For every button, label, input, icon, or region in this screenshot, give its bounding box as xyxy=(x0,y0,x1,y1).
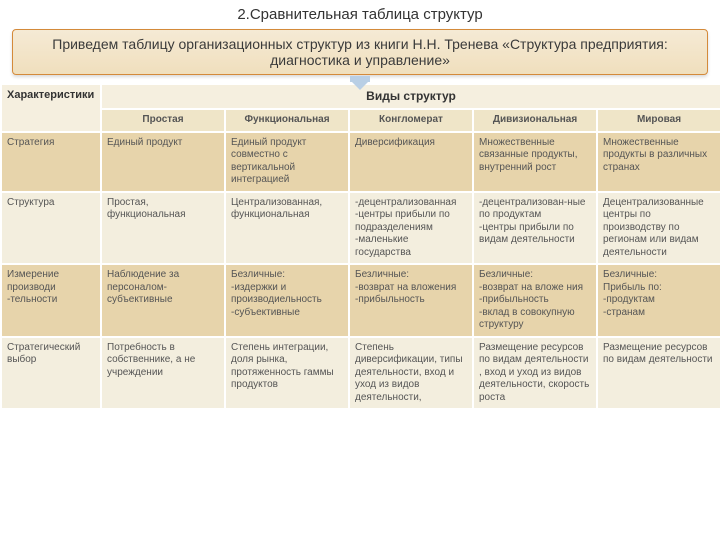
cell: Единый продукт совместно с вертикальной … xyxy=(225,132,349,192)
row-label: Измерение производи -тельности xyxy=(1,264,101,337)
cell: Централизованная, функциональная xyxy=(225,192,349,265)
col-4: Мировая xyxy=(597,109,720,132)
table-row: Структура Простая, функциональная Центра… xyxy=(1,192,720,265)
quote-text: Приведем таблицу организационных структу… xyxy=(52,36,668,68)
cell: Степень диверсификации, типы деятельност… xyxy=(349,337,473,410)
cell: Степень интеграции, доля рынка, протяжен… xyxy=(225,337,349,410)
cell: Единый продукт xyxy=(101,132,225,192)
cell: Безличные:-возврат на вложе ния-прибыльн… xyxy=(473,264,597,337)
cell: Множественные продукты в различных стран… xyxy=(597,132,720,192)
cell: Наблюдение за персоналом-субъективные xyxy=(101,264,225,337)
cell: Безличные:-издержки и производиельность-… xyxy=(225,264,349,337)
col-3: Дивизиональная xyxy=(473,109,597,132)
quote-box: Приведем таблицу организационных структу… xyxy=(12,29,708,75)
col-2: Конгломерат xyxy=(349,109,473,132)
header-characteristics: Характеристики xyxy=(1,84,101,132)
col-1: Функциональная xyxy=(225,109,349,132)
cell: Безличные:Прибыль по:-продуктам-странам xyxy=(597,264,720,337)
cell: -децентрализован-ные по продуктам-центры… xyxy=(473,192,597,265)
table-row: Измерение производи -тельности Наблюдени… xyxy=(1,264,720,337)
col-0: Простая xyxy=(101,109,225,132)
cell: Размещение ресурсов по видам деятельност… xyxy=(473,337,597,410)
cell: Размещение ресурсов по видам деятельност… xyxy=(597,337,720,410)
cell: Диверсификация xyxy=(349,132,473,192)
cell: Простая, функциональная xyxy=(101,192,225,265)
cell: Децентрализованные центры по производств… xyxy=(597,192,720,265)
cell: -децентрализованная-центры прибыли по по… xyxy=(349,192,473,265)
cell: Множественные связанные продукты, внутре… xyxy=(473,132,597,192)
row-label: Стратегический выбор xyxy=(1,337,101,410)
structures-table: Характеристики Виды структур Простая Фун… xyxy=(0,83,720,410)
table-row: Стратегия Единый продукт Единый продукт … xyxy=(1,132,720,192)
page-title: 2.Сравнительная таблица структур xyxy=(0,0,720,27)
arrow-down-icon xyxy=(350,80,370,90)
table-row: Стратегический выбор Потребность в собст… xyxy=(1,337,720,410)
row-label: Стратегия xyxy=(1,132,101,192)
header-types: Виды структур xyxy=(101,84,720,109)
cell: Безличные:-возврат на вложения-прибыльно… xyxy=(349,264,473,337)
cell: Потребность в собственнике, а не учрежде… xyxy=(101,337,225,410)
row-label: Структура xyxy=(1,192,101,265)
